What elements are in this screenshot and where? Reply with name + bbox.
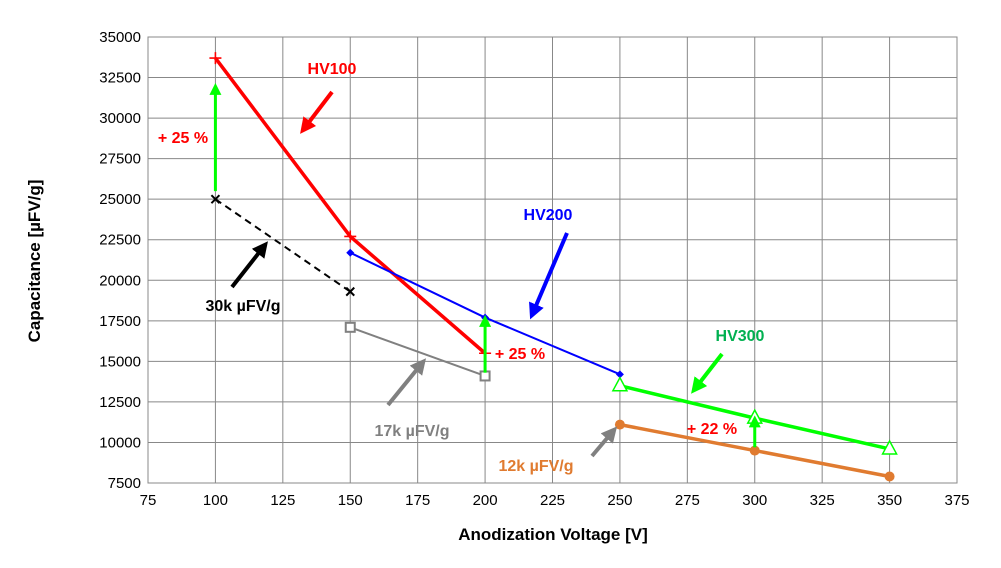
data-point bbox=[614, 419, 625, 430]
series-line bbox=[349, 326, 486, 377]
x-tick-label: 325 bbox=[810, 492, 835, 509]
y-tick-label: 32500 bbox=[99, 70, 141, 87]
y-tick-label: 17500 bbox=[99, 313, 141, 330]
data-point bbox=[881, 439, 898, 455]
data-point bbox=[345, 286, 355, 297]
annotation-label: + 22 % bbox=[687, 421, 737, 438]
x-tick-label: 125 bbox=[270, 492, 295, 509]
annotation-label: 17k µFV/g bbox=[374, 423, 449, 440]
y-tick-label: 12500 bbox=[99, 394, 141, 411]
data-point bbox=[611, 376, 629, 392]
x-tick-label: 375 bbox=[944, 492, 969, 509]
x-tick-label: 200 bbox=[473, 492, 498, 509]
series-17k-fv-g bbox=[344, 321, 491, 382]
y-tick-label: 7500 bbox=[108, 475, 141, 492]
series-30k-fv-g bbox=[210, 194, 355, 297]
pointer-arrow bbox=[590, 426, 618, 458]
series-line bbox=[214, 198, 351, 293]
data-point bbox=[749, 445, 760, 456]
data-point bbox=[209, 52, 222, 65]
y-tick-label: 25000 bbox=[99, 191, 141, 208]
annotation-label: HV100 bbox=[308, 61, 357, 78]
y-tick-label: 15000 bbox=[99, 353, 141, 370]
y-axis-title: Capacitance [µFV/g] bbox=[25, 180, 44, 343]
x-tick-label: 300 bbox=[742, 492, 767, 509]
x-tick-label: 175 bbox=[405, 492, 430, 509]
x-tick-label: 250 bbox=[607, 492, 632, 509]
data-point bbox=[344, 321, 356, 333]
y-tick-label: 35000 bbox=[99, 29, 141, 46]
x-tick-label: 225 bbox=[540, 492, 565, 509]
pointer-arrow bbox=[529, 232, 569, 320]
annotation-label: 12k µFV/g bbox=[498, 458, 573, 475]
annotation-label: 30k µFV/g bbox=[205, 298, 280, 315]
tick-labels: 75 100 125 150 175 200 225 250 275 300 325 350 375 75… bbox=[99, 29, 969, 509]
pointer-arrow bbox=[691, 352, 724, 394]
y-tick-label: 10000 bbox=[99, 434, 141, 451]
series-12k-fv-g bbox=[614, 419, 895, 482]
pointer-arrow bbox=[230, 241, 268, 289]
y-tick-label: 20000 bbox=[99, 272, 141, 289]
data-point bbox=[344, 230, 357, 243]
x-tick-label: 275 bbox=[675, 492, 700, 509]
x-tick-label: 350 bbox=[877, 492, 902, 509]
pointer-arrow bbox=[386, 358, 427, 407]
annotation-label: + 25 % bbox=[158, 130, 208, 147]
y-tick-label: 30000 bbox=[99, 110, 141, 127]
y-tick-label: 22500 bbox=[99, 232, 141, 249]
data-point bbox=[615, 370, 624, 379]
annotation-arrows bbox=[209, 82, 761, 458]
data-point bbox=[346, 248, 355, 257]
x-tick-label: 100 bbox=[203, 492, 228, 509]
x-tick-label: 75 bbox=[140, 492, 157, 509]
annotation-label: HV300 bbox=[716, 328, 765, 345]
x-axis-title: Anodization Voltage [V] bbox=[458, 525, 648, 544]
data-point bbox=[479, 370, 491, 382]
gridlines bbox=[147, 36, 958, 484]
annotations: HV100 HV200 HV300 30k µFV/g 17k µFV/g 12k µFV… bbox=[158, 61, 765, 475]
x-tick-label: 150 bbox=[338, 492, 363, 509]
annotation-label: HV200 bbox=[524, 207, 573, 224]
pointer-arrow bbox=[300, 90, 334, 134]
data-point bbox=[210, 194, 221, 204]
y-tick-label: 27500 bbox=[99, 151, 141, 168]
data-point bbox=[884, 471, 895, 482]
annotation-label: + 25 % bbox=[495, 346, 545, 363]
